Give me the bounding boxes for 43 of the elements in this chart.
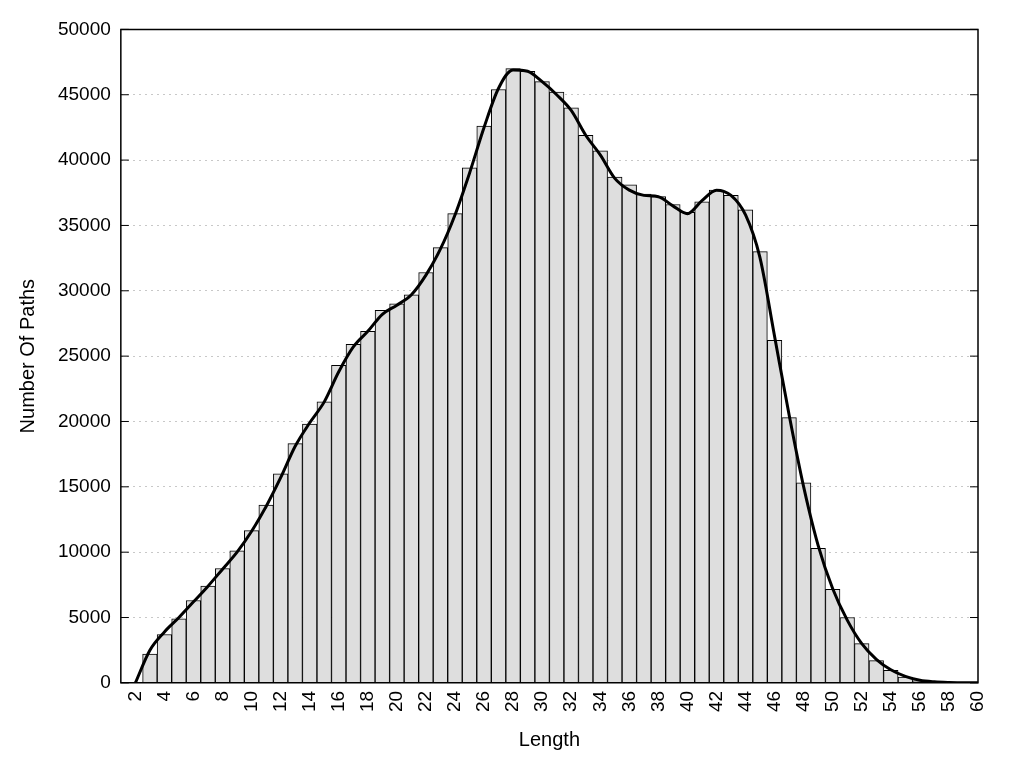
x-tick-label: 10 — [239, 690, 261, 713]
x-tick-label: 24 — [443, 690, 465, 713]
y-axis-title: Number Of Paths — [15, 278, 38, 434]
y-tick-label: 5000 — [68, 605, 111, 627]
y-tick-label: 30000 — [57, 279, 111, 301]
x-tick-label: 28 — [501, 690, 523, 713]
x-tick-label: 2 — [123, 690, 145, 702]
x-tick-label: 22 — [414, 690, 436, 713]
x-tick-label: 6 — [181, 690, 203, 702]
x-tick-label: 8 — [210, 690, 232, 702]
x-tick-label: 34 — [588, 690, 610, 713]
x-tick-label: 48 — [791, 690, 813, 713]
y-tick-label: 25000 — [57, 344, 111, 366]
y-tick-label: 10000 — [57, 540, 111, 562]
x-tick-label: 42 — [704, 690, 726, 713]
x-tick-label: 12 — [268, 690, 290, 713]
x-axis-title: Length — [518, 727, 580, 750]
x-tick-label: 26 — [472, 690, 494, 713]
x-tick-label: 40 — [675, 690, 697, 713]
x-tick-label: 44 — [733, 690, 755, 713]
y-tick-label: 50000 — [57, 17, 111, 39]
y-tick-label: 45000 — [57, 82, 111, 104]
x-tick-label: 38 — [646, 690, 668, 713]
x-tick-label: 14 — [297, 690, 319, 713]
x-tick-label: 30 — [530, 690, 552, 713]
x-tick-label: 20 — [385, 690, 407, 713]
x-tick-label: 58 — [937, 690, 959, 713]
x-tick-label: 56 — [908, 690, 930, 713]
x-tick-label: 52 — [850, 690, 872, 713]
x-tick-label: 60 — [966, 690, 988, 713]
x-tick-label: 50 — [820, 690, 842, 713]
y-tick-label: 0 — [100, 671, 111, 693]
y-tick-label: 15000 — [57, 475, 111, 497]
x-tick-label: 4 — [152, 690, 174, 702]
x-tick-label: 16 — [326, 690, 348, 713]
y-tick-label: 35000 — [57, 213, 111, 235]
x-tick-label: 36 — [617, 690, 639, 713]
x-tick-label: 18 — [356, 690, 378, 713]
y-tick-label: 20000 — [57, 409, 111, 431]
y-tick-label: 40000 — [57, 148, 111, 170]
x-tick-label: 32 — [559, 690, 581, 713]
x-tick-label: 46 — [762, 690, 784, 713]
x-tick-label: 54 — [879, 690, 901, 713]
